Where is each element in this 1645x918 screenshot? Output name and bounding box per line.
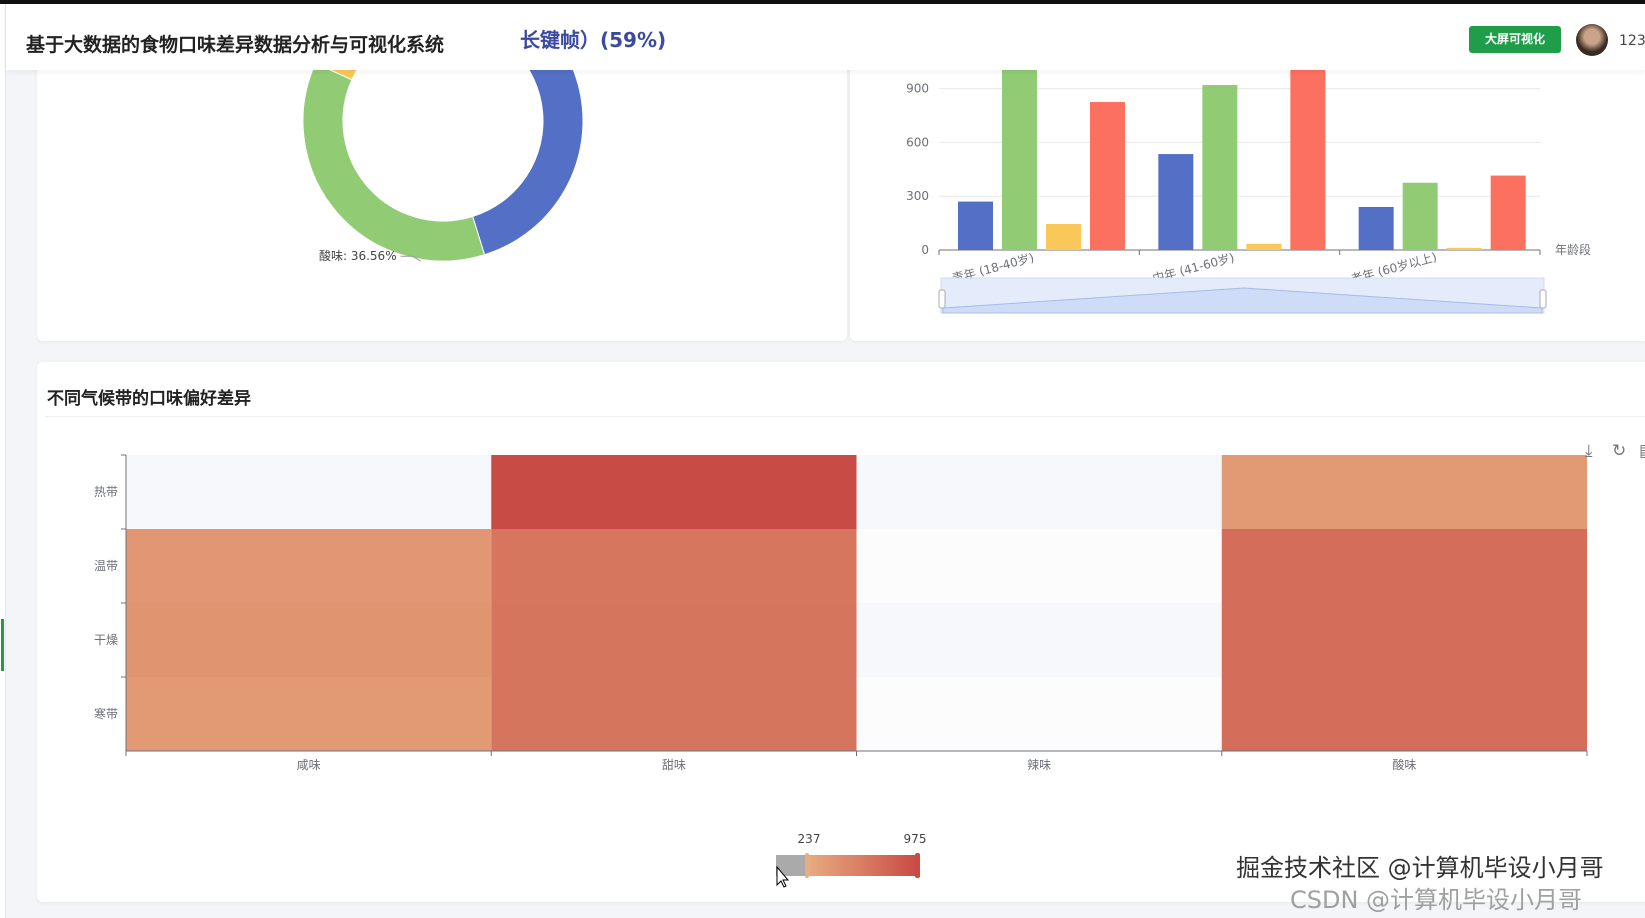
mouse-cursor-icon (776, 865, 790, 888)
bar (1358, 206, 1394, 250)
refresh-icon[interactable]: ↻ (1612, 441, 1626, 461)
visual-map-out-range (776, 855, 806, 876)
heatmap-cell (491, 677, 857, 751)
download-icon[interactable]: ⤓ (1585, 441, 1593, 461)
big-screen-button[interactable]: 大屏可视化 (1469, 26, 1561, 53)
bar (1046, 223, 1081, 250)
label-line (400, 255, 421, 262)
heatmap-cell (491, 603, 857, 677)
heatmap-cell (126, 603, 492, 677)
watermark-juejin: 掘金技术社区 @计算机毕设小月哥 (1236, 854, 1604, 882)
x-tick-label: 辣味 (1027, 758, 1051, 772)
bar (1446, 247, 1482, 250)
divider (45, 416, 1645, 417)
card-title: 不同气候带的口味偏好差异 (47, 389, 251, 409)
app-title: 基于大数据的食物口味差异数据分析与可视化系统 (26, 34, 445, 56)
bar (1402, 182, 1438, 250)
y-tick-label: 300 (906, 189, 929, 203)
visual-map-bar (806, 855, 918, 876)
datazoom-handle-left (938, 289, 946, 309)
visual-map-max-label: 975 (904, 832, 927, 846)
datazoom-slider[interactable] (938, 277, 1547, 314)
datazoom-handle-right (1539, 289, 1547, 309)
sidebar (0, 4, 6, 918)
bar (1202, 85, 1238, 250)
x-tick-label: 咸味 (297, 758, 321, 772)
heatmap-cell (491, 455, 857, 529)
heatmap-cell (126, 455, 492, 529)
heatmap-cell (1221, 603, 1587, 677)
y-tick-label: 900 (906, 82, 929, 96)
window-top-edge (0, 0, 1645, 4)
avatar[interactable] (1576, 24, 1608, 56)
y-tick-label: 寒带 (94, 706, 118, 721)
heatmap-cell (856, 677, 1222, 751)
donut-chart: 甜味: 43.54%酸味: 36.56% (302, 0, 584, 263)
x-axis-name: 年龄段 (1555, 242, 1591, 257)
y-tick-label: 温带 (94, 559, 118, 573)
sidebar-active-indicator[interactable] (1, 619, 4, 671)
recording-overlay-text: 长键帧）(59%) (520, 28, 667, 52)
x-tick-label: 甜味 (662, 758, 686, 772)
heatmap-cell (126, 677, 492, 751)
data-view-icon[interactable]: ▤ (1639, 441, 1645, 461)
visual-map-min-label: 237 (798, 832, 821, 846)
bar (1002, 61, 1037, 251)
y-tick-label: 干燥 (94, 633, 118, 647)
x-tick-label: 酸味 (1392, 757, 1416, 772)
bar (1490, 175, 1526, 250)
heatmap-cell (1221, 455, 1587, 529)
y-tick-label: 600 (906, 135, 929, 149)
top-header: 基于大数据的食物口味差异数据分析与可视化系统 大屏可视化 1234 (6, 4, 1645, 70)
bar (1246, 243, 1282, 250)
datazoom-preview (942, 287, 1543, 314)
heatmap-cell (1221, 677, 1587, 751)
taste-ratio-card: 甜味: 43.54%酸味: 36.56% (37, 0, 847, 341)
bar (1090, 102, 1125, 250)
age-taste-card: 0 300 600 900 青年 (18-40岁) 中年 (41-60岁) 老年 (60岁以… (850, 40, 1645, 341)
watermark-csdn: CSDN @计算机毕设小月哥 (1290, 886, 1583, 914)
heatmap-cell (856, 455, 1222, 529)
pie-slice (302, 62, 486, 262)
heatmap-cell (491, 529, 857, 603)
username[interactable]: 1234 (1619, 33, 1645, 49)
bar (1158, 154, 1194, 250)
slice-label: 酸味: 36.56% (319, 248, 397, 263)
y-tick-label: 热带 (94, 485, 118, 499)
visual-map-handle-max (915, 853, 920, 878)
y-tick-label: 0 (921, 243, 929, 257)
heatmap-cell (126, 529, 492, 603)
heatmap-cell (1221, 529, 1587, 603)
heatmap-cell (856, 603, 1222, 677)
heatmap-cell (856, 529, 1222, 603)
visual-map[interactable]: 237 975 (776, 832, 926, 878)
visual-map-handle-min (805, 853, 809, 878)
bar (1290, 61, 1326, 251)
bar (958, 201, 993, 250)
